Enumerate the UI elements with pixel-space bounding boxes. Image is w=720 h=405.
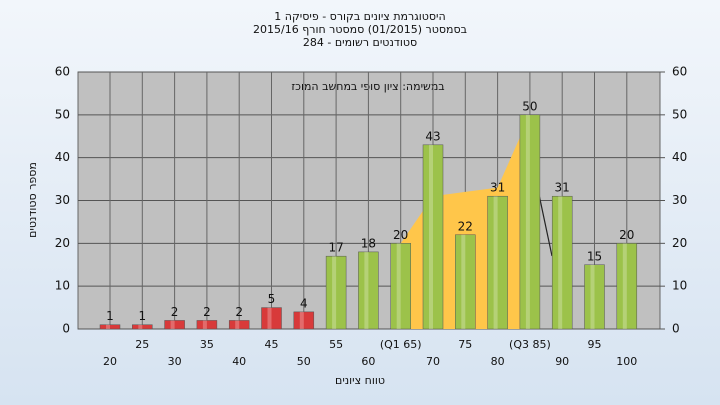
subtitle: סטודנטים רשומים - 284 [303,36,417,49]
bar-highlight [622,243,627,329]
bar-highlight [429,144,433,329]
bar [293,311,315,330]
bar [487,195,508,330]
bar [228,320,250,330]
x-tick-label: 40 [232,355,246,368]
value-label: 31 [555,181,570,195]
bar-highlight [461,234,466,329]
y-tick-label: 10 [55,279,70,293]
value-label: 22 [458,219,473,233]
chart-title: היסטוגרמת ציונים בקורס - פיסיקה 1 [274,10,445,23]
bar [551,195,573,330]
bar-highlight [364,251,369,329]
bar-highlight [106,324,110,329]
y-tick-label: 60 [55,65,70,79]
bar-highlight [493,196,498,329]
bar-highlight [299,311,304,329]
bar-highlight [170,320,175,329]
value-label: 2 [235,305,243,319]
x-tick-label: 100 [616,355,637,368]
x-tick-label: 55 [329,338,343,351]
x-tick-label: 60 [361,355,375,368]
value-label: 4 [300,296,308,310]
y-axis-label: מספר סטודנטים [26,162,39,238]
value-label: 5 [268,292,276,306]
value-label: 1 [106,309,114,323]
bar [164,320,185,330]
x-tick-label: 90 [555,355,569,368]
value-label: 50 [522,99,537,113]
value-label: 15 [587,249,602,263]
x-tick-label: 75 [458,338,472,351]
value-label: 1 [138,309,146,323]
bar [584,264,605,330]
bar-highlight [138,324,143,329]
x-tick-label: 80 [491,355,505,368]
value-label: 2 [171,305,179,319]
x-tick-label: 45 [265,338,279,351]
x-tick-label: 30 [168,355,182,368]
y-tick-label: 50 [55,107,70,121]
bar [325,255,347,330]
bar [616,243,638,330]
y2-tick-label: 30 [672,193,687,207]
subtitle: בסמסטר (01/2015) סמסטר חורף 2015/16 [253,23,467,36]
value-label: 2 [203,305,211,319]
bar [422,144,444,330]
bar [261,307,282,330]
bar [196,320,218,330]
bar [455,234,476,330]
x-tick-label: 25 [135,338,149,351]
bar-highlight [267,307,272,329]
value-label: 18 [361,236,376,250]
value-label: 17 [328,241,343,255]
x-axis-label: טווח ציונים [335,374,385,387]
y2-tick-label: 40 [672,150,687,164]
x-tick-label: 35 [200,338,214,351]
y-tick-label: 20 [55,236,70,250]
x-tick-label: 20 [103,355,117,368]
x-tick-label: (Q3 85) [509,338,551,351]
y-tick-label: 0 [62,322,70,336]
y2-tick-label: 20 [672,236,687,250]
bar-highlight [202,320,207,329]
bar-highlight [590,264,595,329]
y-tick-label: 30 [55,193,70,207]
x-tick-label: (Q1 65) [380,338,422,351]
value-label: 31 [490,181,505,195]
x-tick-label: 70 [426,355,440,368]
value-label: 43 [425,129,440,143]
bar [132,324,153,330]
bar [99,324,121,330]
bar-highlight [332,256,337,329]
value-label: 20 [619,228,634,242]
bar [358,251,379,330]
bar [519,114,541,330]
bar-highlight [558,196,563,329]
y2-tick-label: 10 [672,279,687,293]
x-tick-label: 50 [297,355,311,368]
y-tick-label: 40 [55,150,70,164]
bar-highlight [235,320,240,329]
bar-highlight [525,114,530,329]
bar-highlight [396,243,401,329]
y2-tick-label: 50 [672,107,687,121]
y2-tick-label: 60 [672,65,687,79]
bar [390,243,411,330]
value-label: 20 [393,228,408,242]
y2-tick-label: 0 [672,322,680,336]
x-tick-label: 95 [588,338,602,351]
